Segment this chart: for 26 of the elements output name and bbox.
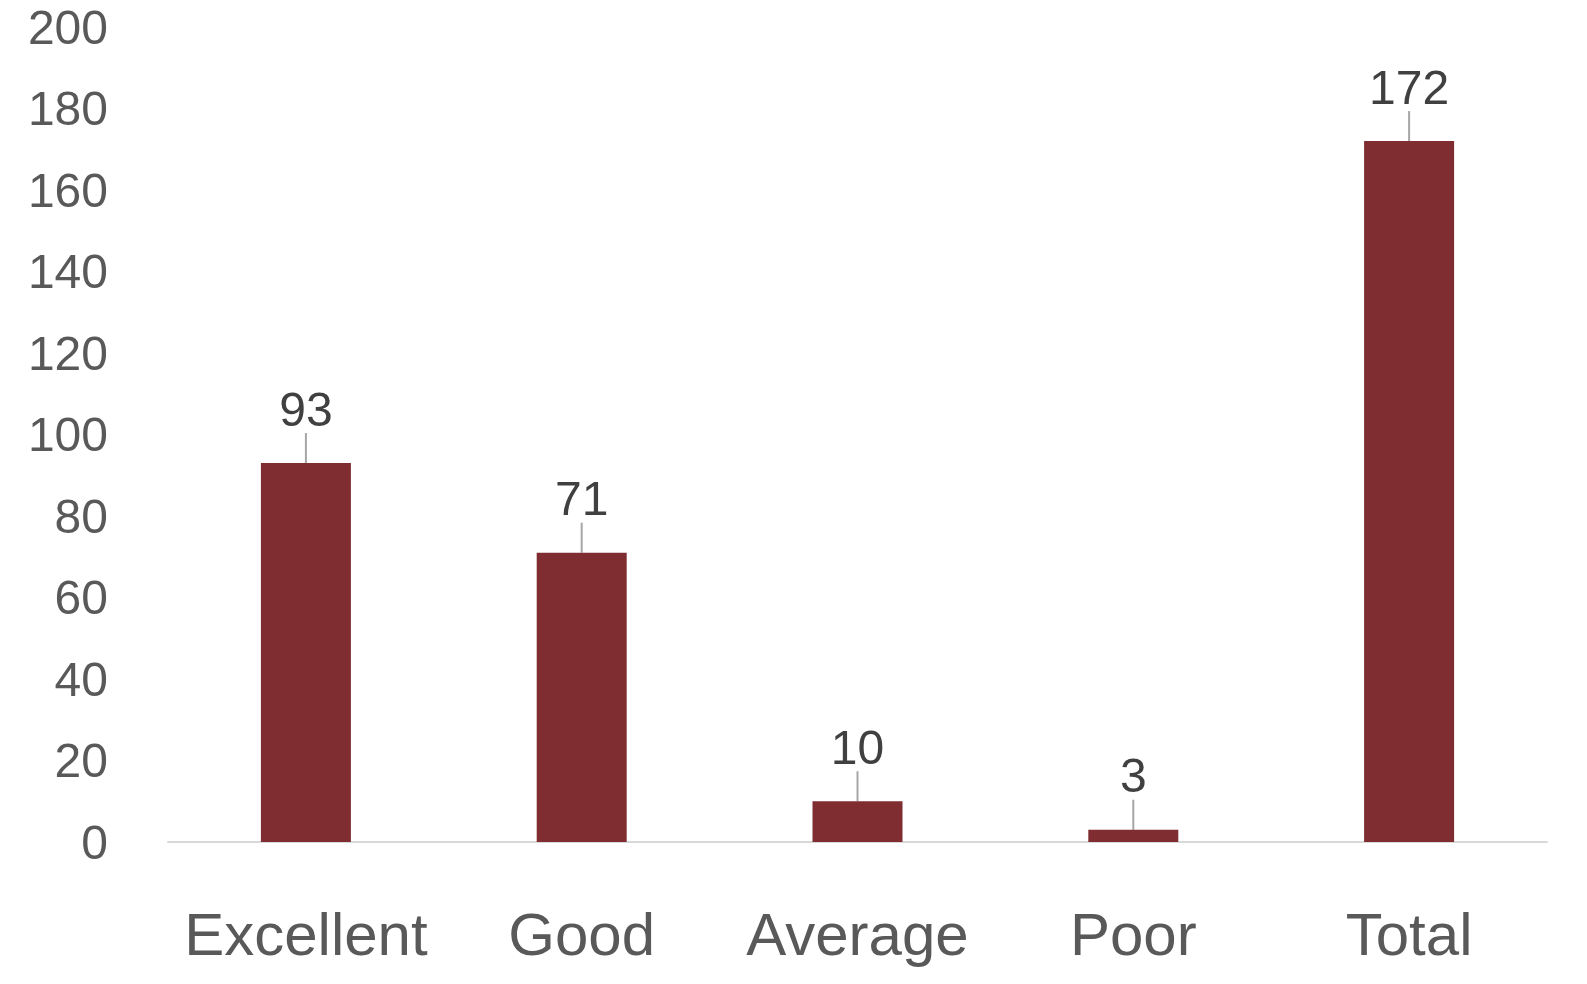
bar (1088, 829, 1179, 842)
y-tick-label: 0 (81, 815, 108, 869)
bar (1364, 141, 1455, 842)
x-tick-label: Total (1345, 900, 1473, 968)
x-tick-label: Good (508, 900, 656, 968)
y-tick-label: 80 (54, 489, 108, 543)
data-label: 172 (1369, 60, 1450, 114)
y-tick-label: 140 (27, 245, 108, 298)
y-tick-label: 40 (54, 652, 108, 706)
x-tick-label: Poor (1069, 900, 1197, 968)
y-tick-label: 180 (27, 82, 108, 135)
data-label: 10 (830, 720, 885, 774)
y-tick-label: 20 (54, 734, 108, 787)
y-tick-label: 100 (27, 408, 108, 461)
bar (536, 552, 627, 842)
bar (812, 801, 903, 842)
data-label: 3 (1119, 749, 1147, 803)
y-tick-label: 120 (27, 326, 108, 380)
y-tick-label: 200 (27, 0, 108, 54)
data-label: 71 (555, 472, 609, 526)
bar (260, 463, 351, 842)
data-label: 93 (279, 382, 333, 436)
y-tick-label: 60 (54, 571, 108, 624)
x-tick-label: Average (746, 900, 969, 968)
y-tick-label: 160 (27, 163, 108, 217)
x-tick-label: Excellent (184, 900, 428, 968)
